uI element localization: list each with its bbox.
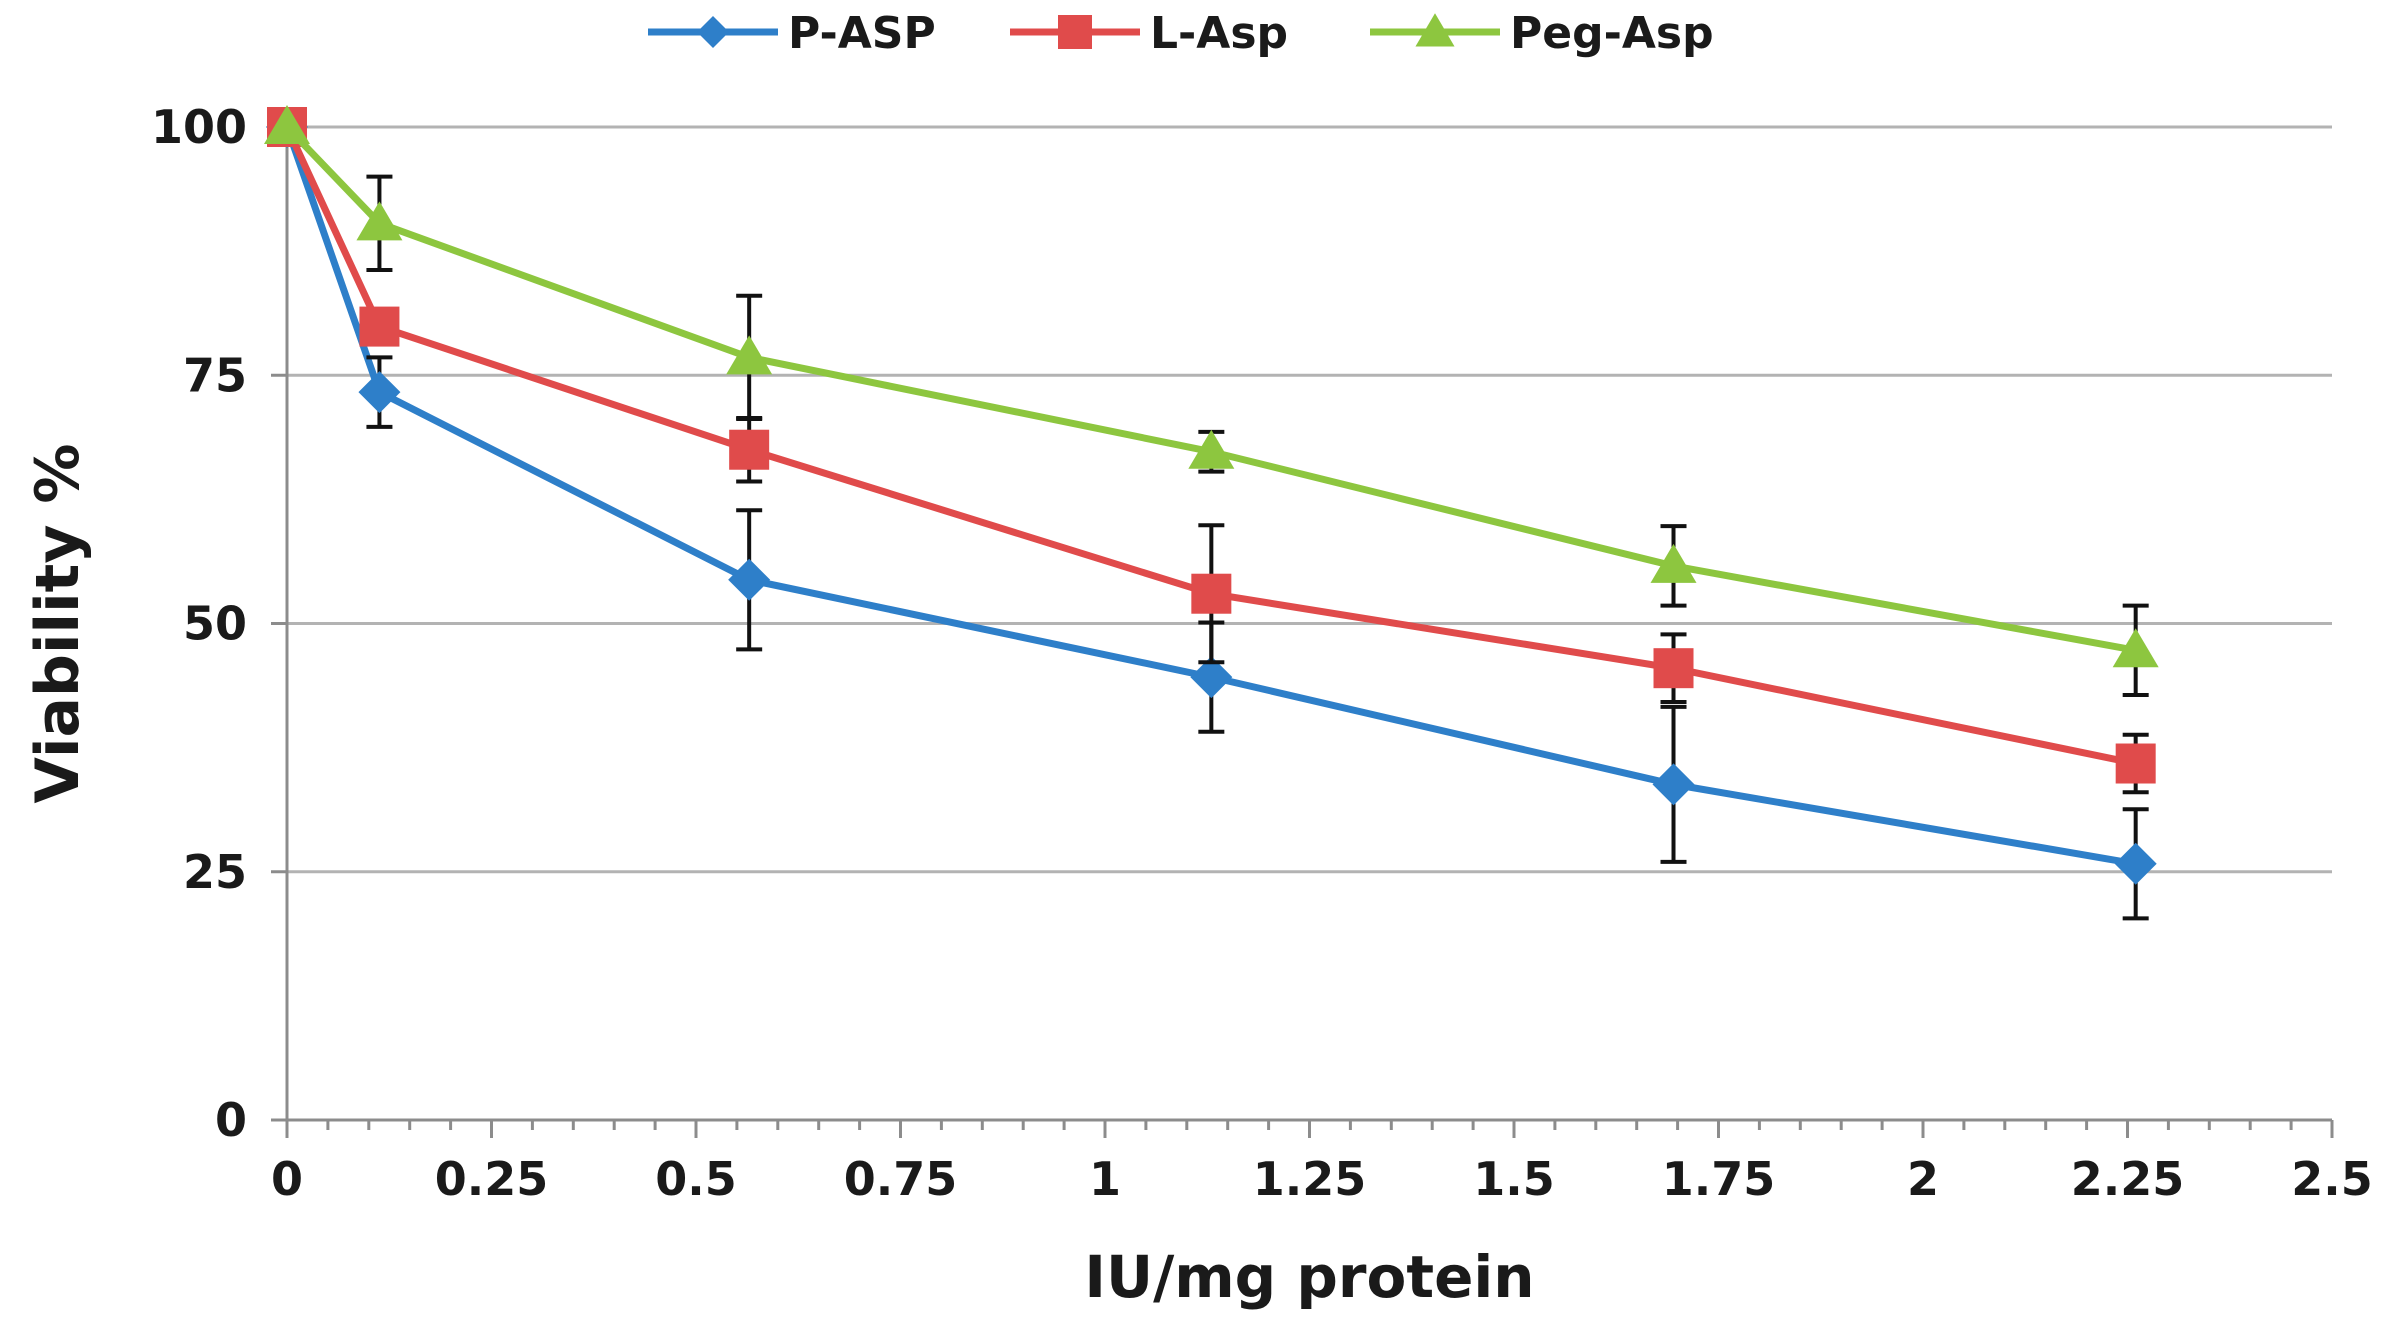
x-tick-label-1: 0.25: [435, 1152, 549, 1206]
legend-marker-0: [697, 16, 729, 48]
x-tick-label-5: 1.25: [1253, 1152, 1367, 1206]
x-tick-label-7: 1.75: [1662, 1152, 1776, 1206]
point-1-2: [729, 429, 770, 470]
y-tick-label-2: 50: [183, 597, 247, 651]
x-tick-label-8: 2: [1907, 1152, 1939, 1206]
y-tick-label-3: 75: [183, 348, 247, 402]
legend-marker-1: [1058, 15, 1092, 49]
point-2-3: [1188, 429, 1235, 469]
legend-label-0: P-ASP: [788, 8, 936, 59]
x-tick-label-4: 1: [1089, 1152, 1121, 1206]
x-tick-label-3: 0.75: [844, 1152, 958, 1206]
point-1-4: [1653, 648, 1694, 689]
point-1-3: [1191, 573, 1232, 614]
y-tick-label-0: 0: [215, 1093, 247, 1147]
x-axis-title: IU/mg protein: [1084, 1243, 1534, 1311]
point-1-1: [359, 306, 400, 347]
point-2-4: [1650, 543, 1697, 583]
series-0: [266, 106, 2157, 921]
point-0-5: [2114, 842, 2157, 885]
axes: 0 25 50 75 100 0 0.25 0.5 0.75 1 1.25 1.5 1.75 2 2.25 2…: [151, 100, 2373, 1206]
series-line-2: [284, 124, 2137, 654]
point-0-3: [1190, 656, 1233, 699]
legend-item-1: L-Asp: [1010, 8, 1288, 59]
legend-label-1: L-Asp: [1150, 8, 1288, 59]
series-2: [264, 105, 2159, 697]
point-0-4: [1652, 763, 1695, 806]
x-tick-label-2: 0.5: [655, 1152, 737, 1206]
y-tick-label-1: 25: [183, 845, 247, 899]
x-tick-label-6: 1.5: [1473, 1152, 1555, 1206]
x-tick-label-0: 0: [271, 1152, 303, 1206]
legend-item-0: P-ASP: [648, 8, 936, 59]
legend-label-2: Peg-Asp: [1510, 8, 1714, 59]
series-line-1: [283, 125, 2137, 767]
series-layer: [264, 105, 2159, 921]
point-2-0: [264, 105, 310, 144]
legend: P-ASP L-Asp Peg-Asp: [648, 8, 1714, 59]
legend-marker-2: [1415, 13, 1455, 47]
y-tick-label-4: 100: [151, 100, 247, 154]
point-2-1: [356, 201, 403, 241]
y-axis-title: Viability %: [23, 444, 93, 804]
point-0-1: [358, 371, 401, 414]
point-2-5: [2112, 628, 2159, 668]
series-line-0: [283, 125, 2137, 868]
series-1: [267, 107, 2156, 795]
legend-item-2: Peg-Asp: [1370, 8, 1714, 59]
point-2-2: [726, 335, 773, 375]
point-0-2: [728, 558, 771, 601]
x-tick-label-9: 2.25: [2071, 1152, 2185, 1206]
point-1-5: [2115, 743, 2156, 784]
x-tick-label-10: 2.5: [2291, 1152, 2373, 1206]
